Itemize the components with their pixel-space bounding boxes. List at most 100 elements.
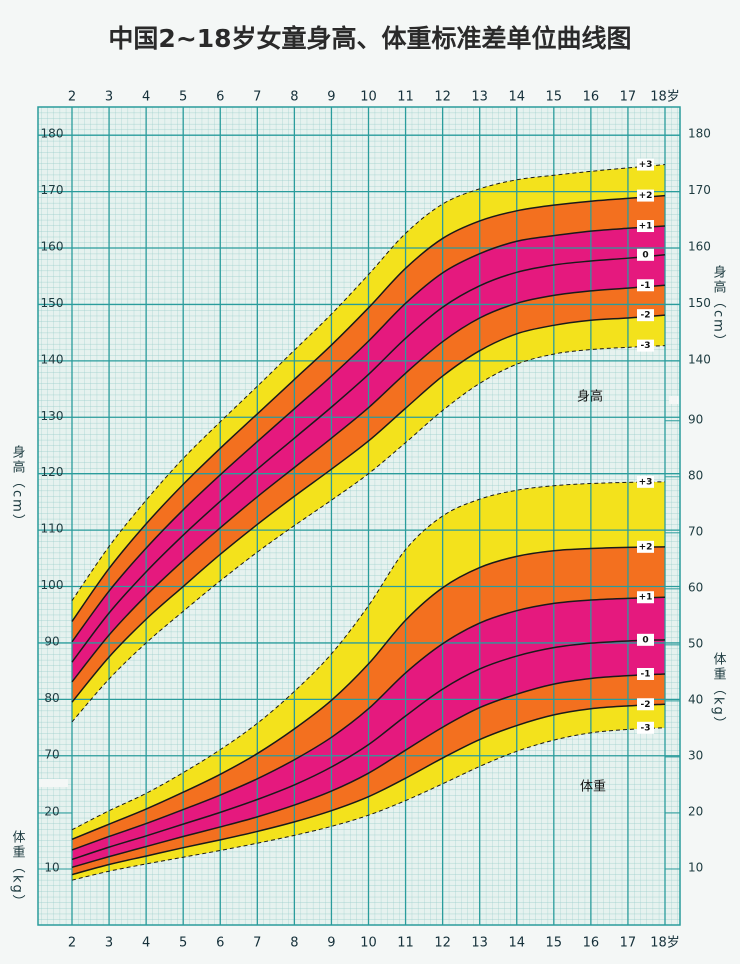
- x-tick-label: 3: [105, 90, 113, 105]
- y-tick-label: 150: [688, 296, 711, 310]
- y-tick-label: 170: [688, 183, 711, 197]
- y2-tick-label: 10: [44, 860, 59, 874]
- y-tick-label: 80: [44, 691, 59, 705]
- y-tick-label: 180: [688, 127, 711, 141]
- legend-label: -1: [641, 281, 651, 291]
- legend-label: -3: [641, 341, 651, 351]
- sd-label-box: [637, 158, 654, 171]
- sd-label-box: [637, 698, 654, 711]
- legend-label: +3: [639, 477, 653, 487]
- x-tick-label: 11: [397, 936, 414, 951]
- y-tick-label: 130: [41, 409, 64, 423]
- sd-label-box: [637, 540, 654, 553]
- x-tick-label: 14: [508, 936, 525, 951]
- sd-curve: [71, 284, 666, 683]
- sd-label-box: [637, 279, 654, 292]
- x-tick-label: 9: [327, 936, 335, 951]
- x-tick-label: 13: [471, 936, 488, 951]
- sd-label-box: [637, 667, 654, 680]
- x-tick-label: 7: [253, 90, 261, 105]
- y-axis-label: 身高（cm）: [10, 444, 26, 528]
- y2-tick-label: 40: [688, 692, 703, 706]
- x-tick-label: 9: [327, 90, 335, 105]
- y2-tick-label: 60: [688, 580, 703, 594]
- y-tick-label: 70: [44, 747, 59, 761]
- y2-axis-label: 体重（kg）: [10, 830, 26, 910]
- x-tick-label: 6: [216, 90, 224, 105]
- x-tick-label: 3: [105, 936, 113, 951]
- y2-tick-label: 20: [688, 804, 703, 818]
- sd-label-box: [637, 220, 654, 233]
- y2-axis-label: 体重（kg）: [711, 652, 727, 732]
- legend-label: +2: [639, 542, 653, 552]
- sd-label-box: [637, 591, 654, 604]
- sd-label-box: [637, 633, 654, 646]
- x-tick-label: 15: [546, 90, 563, 105]
- y-tick-label: 180: [41, 127, 64, 141]
- sd-curve: [71, 345, 666, 723]
- y-tick-label: 90: [44, 634, 59, 648]
- x-tick-label: 5: [179, 936, 187, 951]
- legend-label: -1: [641, 669, 651, 679]
- sd-curve: [71, 639, 666, 861]
- y2-tick-label: 80: [688, 468, 703, 482]
- y-axis-label: 身高（cm）: [711, 264, 727, 348]
- sd-label-box: [637, 339, 654, 352]
- x-tick-label: 15: [546, 936, 563, 951]
- x-tick-label: 10: [360, 90, 377, 105]
- sd-curve: [71, 546, 666, 840]
- annotation: 身高: [577, 389, 603, 405]
- legend-label: -3: [641, 723, 651, 733]
- x-tick-label: 12: [434, 936, 451, 951]
- chart-title: 中国2~18岁女童身高、体重标准差单位曲线图: [108, 24, 631, 53]
- legend-label: +2: [639, 191, 653, 201]
- x-tick-label: 16: [583, 90, 600, 105]
- x-tick-label: 7: [253, 936, 261, 951]
- legend-label: +3: [639, 160, 653, 170]
- y2-tick-label: 50: [688, 636, 703, 650]
- annotation: 体重: [580, 779, 606, 795]
- sd-label-box: [637, 248, 654, 261]
- sd-curve: [71, 314, 666, 703]
- x-tick-label: 5: [179, 90, 187, 105]
- y-tick-label: 160: [41, 240, 64, 254]
- sd-label-box: [637, 189, 654, 202]
- y2-tick-label: 90: [688, 412, 703, 426]
- y-tick-label: 170: [41, 183, 64, 197]
- x-tick-label: 14: [508, 90, 525, 105]
- y2-tick-label: 20: [44, 804, 59, 818]
- x-tick-label: 13: [471, 90, 488, 105]
- sd-curve: [71, 596, 666, 851]
- sd-label-box: [637, 309, 654, 322]
- y-tick-label: 140: [41, 352, 64, 366]
- legend-label: +1: [639, 222, 653, 232]
- x-tick-label: 12: [434, 90, 451, 105]
- x-tick-label: 8: [290, 90, 298, 105]
- x-tick-label: 17: [620, 90, 637, 105]
- y-tick-label: 150: [41, 296, 64, 310]
- x-tick-label: 8: [290, 936, 298, 951]
- y-tick-label: 110: [41, 522, 64, 536]
- x-tick-label: 2: [68, 90, 76, 105]
- sd-curve: [71, 254, 666, 663]
- sd-label-box: [637, 475, 654, 488]
- x-tick-label: 16: [583, 936, 600, 951]
- x-tick-label: 18岁: [650, 936, 680, 951]
- plot-frame: [37, 106, 681, 926]
- y2-tick-label: 70: [688, 524, 703, 538]
- y-tick-label: 140: [688, 352, 711, 366]
- y2-tick-label: 30: [688, 748, 703, 762]
- x-tick-label: 6: [216, 936, 224, 951]
- x-tick-label: 2: [68, 936, 76, 951]
- y2-tick-label: 10: [688, 860, 703, 874]
- y-tick-label: 120: [41, 465, 64, 479]
- sd-curve: [71, 481, 666, 831]
- y-tick-label: 160: [688, 240, 711, 254]
- x-tick-label: 10: [360, 936, 377, 951]
- x-tick-label: 4: [142, 90, 150, 105]
- sd-label-box: [637, 721, 654, 734]
- y-tick-label: 100: [41, 578, 64, 592]
- sd-curve: [71, 225, 666, 643]
- sd-curve: [71, 727, 666, 881]
